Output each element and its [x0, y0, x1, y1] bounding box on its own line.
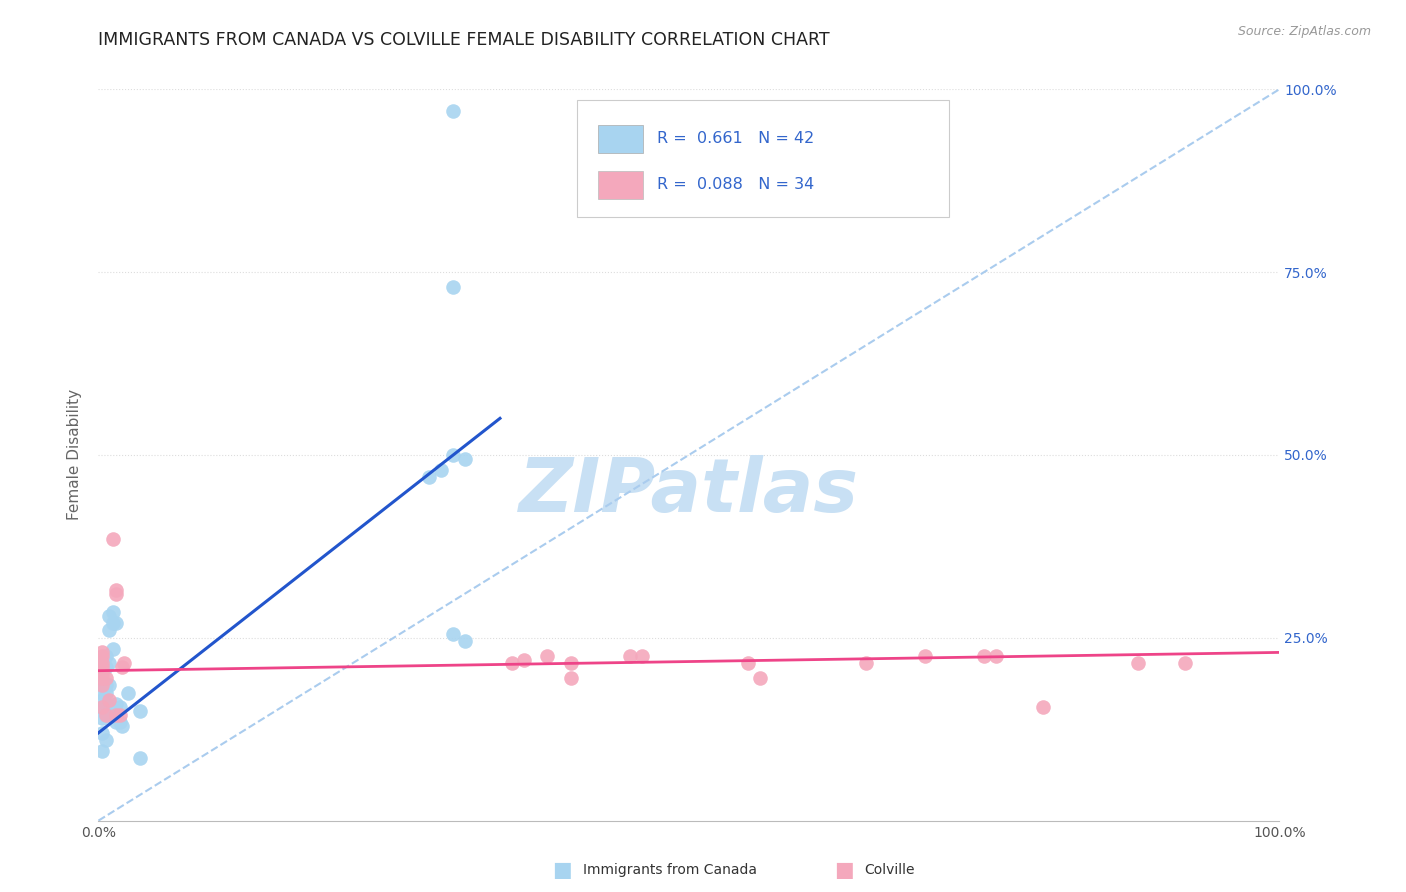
- Text: ■: ■: [834, 860, 853, 880]
- Text: Colville: Colville: [865, 863, 915, 877]
- Text: R =  0.661   N = 42: R = 0.661 N = 42: [657, 131, 814, 145]
- Point: [111, 718, 134, 732]
- Point: [453, 634, 475, 648]
- Point: [1174, 657, 1197, 671]
- Point: [441, 627, 464, 641]
- Point: [560, 657, 582, 671]
- Point: [105, 697, 128, 711]
- Point: [117, 686, 139, 700]
- Point: [111, 660, 134, 674]
- Point: [105, 707, 128, 722]
- Point: [98, 657, 121, 671]
- Y-axis label: Female Disability: Female Disability: [67, 389, 83, 521]
- Point: [108, 700, 131, 714]
- Point: [512, 653, 534, 667]
- Point: [441, 279, 464, 293]
- Point: [91, 660, 114, 674]
- Text: ZIPatlas: ZIPatlas: [519, 455, 859, 528]
- Point: [98, 624, 121, 638]
- Point: [94, 697, 117, 711]
- Point: [536, 649, 558, 664]
- Point: [128, 751, 150, 765]
- Point: [973, 649, 995, 664]
- Point: [128, 704, 150, 718]
- Point: [98, 608, 121, 623]
- Point: [91, 744, 114, 758]
- Point: [94, 707, 117, 722]
- Point: [91, 671, 114, 685]
- Point: [94, 671, 117, 685]
- Text: Immigrants from Canada: Immigrants from Canada: [583, 863, 758, 877]
- Point: [914, 649, 936, 664]
- Point: [91, 686, 114, 700]
- Point: [101, 605, 124, 619]
- Point: [98, 678, 121, 692]
- Point: [1126, 657, 1149, 671]
- Point: [91, 678, 114, 692]
- Point: [94, 733, 117, 747]
- Point: [91, 645, 114, 659]
- Point: [855, 657, 877, 671]
- Text: Source: ZipAtlas.com: Source: ZipAtlas.com: [1237, 25, 1371, 38]
- Point: [108, 707, 131, 722]
- Point: [453, 451, 475, 466]
- Point: [91, 711, 114, 725]
- Point: [984, 649, 1007, 664]
- Point: [94, 707, 117, 722]
- Point: [94, 649, 117, 664]
- FancyBboxPatch shape: [576, 100, 949, 218]
- Point: [91, 660, 114, 674]
- Point: [91, 700, 114, 714]
- Point: [94, 678, 117, 692]
- Point: [98, 693, 121, 707]
- Point: [105, 583, 128, 598]
- Point: [91, 726, 114, 740]
- Point: [105, 587, 128, 601]
- Text: R =  0.088   N = 34: R = 0.088 N = 34: [657, 177, 814, 192]
- FancyBboxPatch shape: [598, 125, 643, 153]
- Point: [630, 649, 652, 664]
- Point: [560, 671, 582, 685]
- Point: [737, 657, 759, 671]
- Point: [94, 686, 117, 700]
- Point: [619, 649, 641, 664]
- Point: [105, 616, 128, 631]
- Point: [91, 649, 114, 664]
- Point: [441, 448, 464, 462]
- Point: [91, 700, 114, 714]
- Point: [91, 693, 114, 707]
- Point: [418, 470, 440, 484]
- Point: [101, 641, 124, 656]
- Text: ■: ■: [553, 860, 572, 880]
- Point: [441, 104, 464, 119]
- Point: [101, 532, 124, 546]
- Point: [91, 678, 114, 692]
- Point: [105, 714, 128, 729]
- Point: [101, 616, 124, 631]
- Point: [91, 674, 114, 689]
- Point: [94, 660, 117, 674]
- FancyBboxPatch shape: [598, 171, 643, 199]
- Point: [748, 671, 770, 685]
- Point: [101, 707, 124, 722]
- Point: [108, 714, 131, 729]
- Point: [1032, 700, 1054, 714]
- Point: [98, 707, 121, 722]
- Point: [112, 657, 135, 671]
- Text: IMMIGRANTS FROM CANADA VS COLVILLE FEMALE DISABILITY CORRELATION CHART: IMMIGRANTS FROM CANADA VS COLVILLE FEMAL…: [98, 31, 830, 49]
- Point: [91, 657, 114, 671]
- Point: [501, 657, 523, 671]
- Point: [91, 667, 114, 681]
- Point: [430, 462, 453, 476]
